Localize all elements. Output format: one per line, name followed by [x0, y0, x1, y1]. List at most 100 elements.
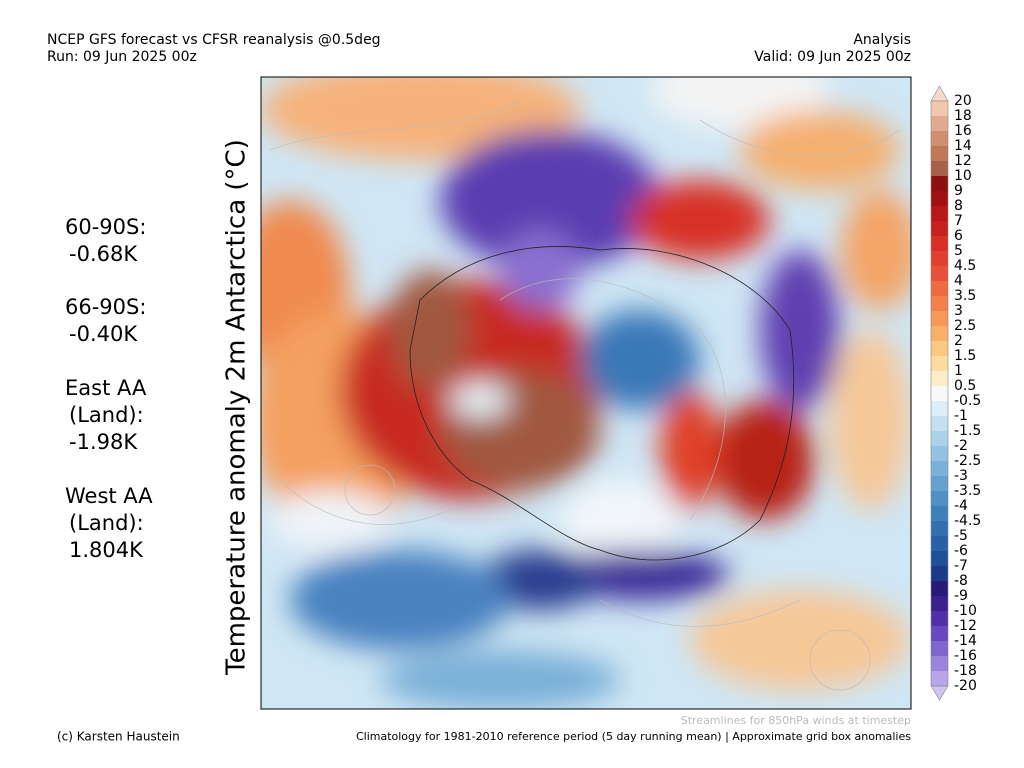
- colorbar-label: 4.5: [954, 258, 976, 274]
- colorbar-swatch: [931, 596, 948, 611]
- colorbar-swatch: [931, 176, 948, 191]
- stat-text: -0.68K: [69, 242, 138, 266]
- colorbar-label: -10: [954, 603, 977, 619]
- colorbar-label: 2.5: [954, 318, 976, 334]
- colorbar-label: 12: [954, 153, 972, 169]
- stat-text: 1.804K: [69, 538, 144, 562]
- stat-text: (Land):: [69, 511, 144, 535]
- colorbar-label: -1: [954, 408, 968, 424]
- colorbar-swatch: [931, 266, 948, 281]
- colorbar-label: 16: [954, 123, 972, 139]
- stat-text: -0.40K: [69, 322, 138, 346]
- colorbar-swatch: [931, 506, 948, 521]
- run-time: Run: 09 Jun 2025 00z: [47, 49, 197, 65]
- colorbar-label: 9: [954, 183, 963, 199]
- colorbar-label: 1.5: [954, 348, 976, 364]
- colorbar-label: -20: [954, 678, 977, 694]
- colorbar-label: -14: [954, 633, 977, 649]
- colorbar-swatch: [931, 311, 948, 326]
- valid-time: Valid: 09 Jun 2025 00z: [754, 49, 911, 65]
- colorbar-label: -1.5: [954, 423, 981, 439]
- colorbar-label: 0.5: [954, 378, 976, 394]
- colorbar-label: -4: [954, 498, 968, 514]
- map-frame: [260, 76, 912, 710]
- stat-text: 66-90S:: [65, 295, 146, 319]
- colorbar-label: -7: [954, 558, 968, 574]
- stat-text: West AA: [65, 484, 153, 508]
- colorbar-swatch: [931, 431, 948, 446]
- colorbar-label: -9: [954, 588, 968, 604]
- colorbar-swatch: [931, 416, 948, 431]
- colorbar-label: -3: [954, 468, 968, 484]
- colorbar-swatch: [931, 476, 948, 491]
- colorbar-swatch: [931, 191, 948, 206]
- colorbar-frame: [930, 100, 949, 687]
- colorbar-swatch: [931, 446, 948, 461]
- title: NCEP GFS forecast vs CFSR reanalysis @0.…: [47, 32, 381, 48]
- colorbar-swatch: [931, 281, 948, 296]
- colorbar-label: 3.5: [954, 288, 976, 304]
- colorbar-end: [930, 85, 949, 102]
- colorbar-label: -2.5: [954, 453, 981, 469]
- map-field: [261, 77, 911, 709]
- colorbar-swatch: [931, 101, 948, 116]
- colorbar-label: 7: [954, 213, 963, 229]
- colorbar-label: -12: [954, 618, 977, 634]
- stat-text: -1.98K: [69, 430, 138, 454]
- colorbar-swatch: [931, 401, 948, 416]
- colorbar-swatch: [931, 161, 948, 176]
- colorbar-swatch: [931, 536, 948, 551]
- colorbar-swatch: [931, 461, 948, 476]
- colorbar-swatch: [931, 116, 948, 131]
- colorbar-label: 14: [954, 138, 972, 154]
- colorbar-swatch: [931, 371, 948, 386]
- colorbar-label: 18: [954, 108, 972, 124]
- colorbar-swatch: [931, 671, 948, 686]
- credit: (c) Karsten Haustein: [57, 730, 180, 744]
- mode: Analysis: [853, 32, 911, 48]
- climatology-note: Climatology for 1981-2010 reference peri…: [356, 730, 911, 743]
- stat-text: East AA: [65, 376, 147, 400]
- colorbar-swatch: [931, 521, 948, 536]
- colorbar-swatch: [931, 611, 948, 626]
- stat-text: 60-90S:: [65, 215, 146, 239]
- colorbar-label: 1: [954, 363, 963, 379]
- colorbar-swatch: [931, 356, 948, 371]
- colorbar-swatch: [931, 221, 948, 236]
- colorbar-swatch: [931, 251, 948, 266]
- streamline-note: Streamlines for 850hPa winds at timestep: [681, 714, 911, 727]
- colorbar-swatch: [931, 641, 948, 656]
- colorbar-swatch: [931, 146, 948, 161]
- colorbar-label: -6: [954, 543, 968, 559]
- colorbar-label: 5: [954, 243, 963, 259]
- colorbar-swatch: [931, 656, 948, 671]
- colorbar-label: -4.5: [954, 513, 981, 529]
- colorbar-label: -5: [954, 528, 968, 544]
- colorbar-swatch: [931, 326, 948, 341]
- stat-text: (Land):: [69, 403, 144, 427]
- colorbar-label: -8: [954, 573, 968, 589]
- colorbar-swatch: [931, 491, 948, 506]
- colorbar-label: -3.5: [954, 483, 981, 499]
- colorbar-label: 6: [954, 228, 963, 244]
- stats: 60-90S: -0.68K 66-90S: -0.40K East AA (Land):…: [65, 215, 153, 562]
- colorbar-swatch: [931, 581, 948, 596]
- colorbar-label: 8: [954, 198, 963, 214]
- colorbar-swatch: [931, 131, 948, 146]
- colorbar-label: 10: [954, 168, 972, 184]
- colorbar-swatch: [931, 206, 948, 221]
- colorbar: 201816141210987654.543.532.521.510.5-0.5…: [930, 85, 981, 701]
- colorbar-swatch: [931, 341, 948, 356]
- colorbar-label: -2: [954, 438, 968, 454]
- colorbar-swatch: [931, 386, 948, 401]
- colorbar-swatch: [931, 236, 948, 251]
- colorbar-label: -18: [954, 663, 977, 679]
- colorbar-label: 20: [954, 93, 972, 109]
- colorbar-swatch: [931, 566, 948, 581]
- colorbar-end: [930, 685, 949, 701]
- colorbar-label: 3: [954, 303, 963, 319]
- colorbar-label: -16: [954, 648, 977, 664]
- colorbar-label: 4: [954, 273, 963, 289]
- colorbar-label: 2: [954, 333, 963, 349]
